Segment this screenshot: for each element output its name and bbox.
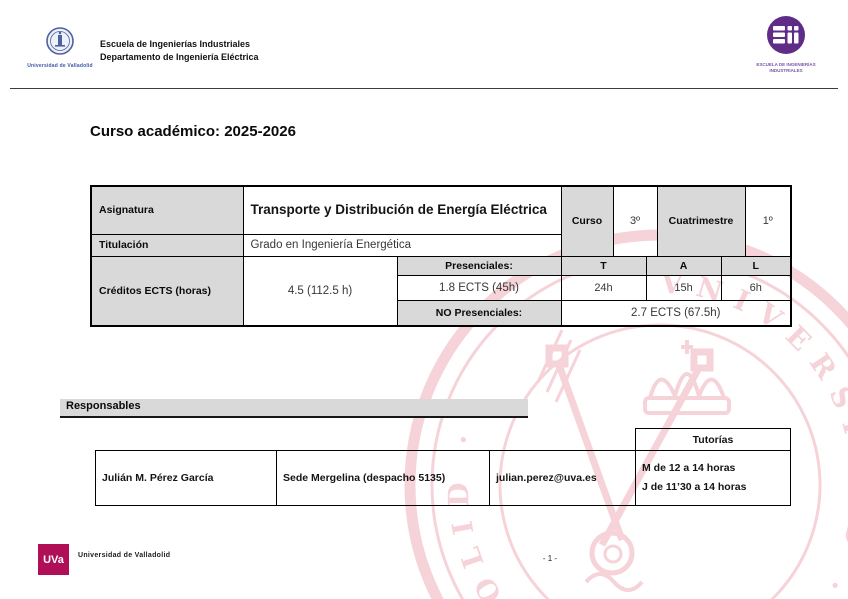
responsable-tutorias: M de 12 a 14 horas J de 11’30 a 14 horas <box>635 450 791 506</box>
page-title: Curso académico: 2025-2026 <box>90 123 296 140</box>
titulacion-label: Titulación <box>90 233 244 257</box>
t-label: T <box>560 255 647 276</box>
eii-logo-caption: ESCUELA DE INGENIERÍAS INDUSTRIALES <box>756 62 816 73</box>
uva-footer-text: Universidad de Valladolid <box>78 552 171 559</box>
row-no-presenciales: NO Presenciales: 2.7 ECTS (67.5h) <box>91 299 792 327</box>
tutorias-header: Tutorías <box>635 428 791 451</box>
asignatura-label: Asignatura <box>90 185 244 235</box>
course-info-table: Asignatura Transporte y Distribución de … <box>90 185 793 327</box>
uva-footer-logo: UVa <box>38 544 69 575</box>
l-value: 6h <box>720 274 792 301</box>
school-line: Escuela de Ingenierías Industriales <box>100 39 251 49</box>
creditos-label: Créditos ECTS (horas) <box>90 255 244 327</box>
responsables-section-title: Responsables <box>60 399 528 418</box>
asignatura-value: Transporte y Distribución de Energía Elé… <box>242 185 562 235</box>
row-presenciales-header: Créditos ECTS (horas) 4.5 (112.5 h) Pres… <box>90 255 792 327</box>
responsable-name: Julián M. Pérez García <box>95 450 277 506</box>
row-titulacion: Titulación Grado en Ingeniería Energétic… <box>90 233 791 257</box>
no-presenciales-value: 2.7 ECTS (67.5h) <box>560 299 792 327</box>
no-presenciales-label: NO Presenciales: <box>396 299 562 327</box>
page-number: - 1 - <box>542 554 558 563</box>
row-presenciales-values: 1.8 ECTS (45h) 24h 15h 6h <box>91 274 792 301</box>
t-value: 24h <box>560 274 647 301</box>
creditos-value: 4.5 (112.5 h) <box>242 255 398 327</box>
a-value: 15h <box>645 274 722 301</box>
header-divider <box>10 88 838 89</box>
department-line: Departamento de Ingeniería Eléctrica <box>100 52 259 62</box>
titulacion-value: Grado en Ingeniería Energética <box>242 233 562 257</box>
responsables-table: Tutorías Julián M. Pérez García Sede Mer… <box>95 428 791 506</box>
eii-logo-icon <box>767 16 805 54</box>
a-label: A <box>645 255 722 276</box>
cuatrimestre-value: 1º <box>744 185 792 257</box>
cuatrimestre-label: Cuatrimestre <box>656 185 746 257</box>
curso-value: 3º <box>612 185 658 257</box>
presenciales-value: 1.8 ECTS (45h) <box>396 274 562 301</box>
responsable-location: Sede Mergelina (despacho 5135) <box>276 450 490 506</box>
curso-label: Curso <box>560 185 614 257</box>
uva-logo-caption: Universidad de Valladolid <box>27 63 93 69</box>
row-asignatura: Asignatura Transporte y Distribución de … <box>90 185 792 257</box>
responsable-row: Julián M. Pérez García Sede Mergelina (d… <box>95 450 791 506</box>
l-label: L <box>720 255 792 276</box>
presenciales-label: Presenciales: <box>396 255 562 276</box>
tutorias-header-row: Tutorías <box>96 428 791 451</box>
tutorias-line-1: M de 12 a 14 horas <box>642 462 736 474</box>
uva-seal-icon <box>46 27 74 55</box>
tutorias-line-2: J de 11’30 a 14 horas <box>642 481 747 493</box>
eii-header-logo: ESCUELA DE INGENIERÍAS INDUSTRIALES <box>752 15 820 73</box>
uva-header-logo: Universidad de Valladolid <box>27 26 93 69</box>
header-department-text: Escuela de Ingenierías Industriales Depa… <box>100 38 259 64</box>
responsable-email: julian.perez@uva.es <box>489 450 636 506</box>
